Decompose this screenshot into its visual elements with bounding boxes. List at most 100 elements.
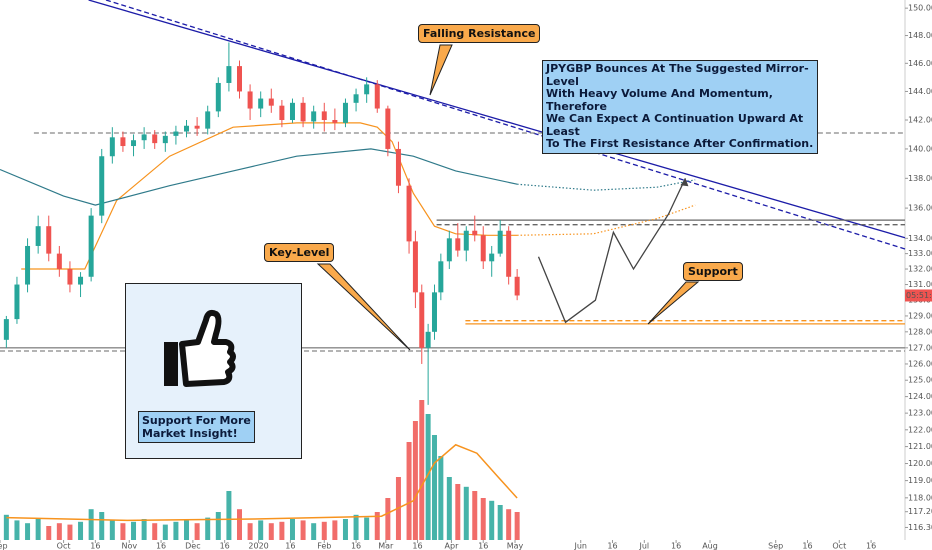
volume-bar xyxy=(35,519,41,540)
y-tick-label: 128.00 xyxy=(908,327,932,336)
y-tick-label: 120.00 xyxy=(908,459,932,468)
y-tick-label: 150.00 xyxy=(908,4,932,13)
volume-bar xyxy=(3,514,9,540)
volume-bar xyxy=(99,512,105,540)
line: With Heavy Volume And Momentum, Therefor… xyxy=(546,87,773,113)
volume-bar xyxy=(236,509,242,540)
candle-body xyxy=(406,185,412,242)
volume-bar xyxy=(438,456,444,540)
pointer xyxy=(647,281,700,325)
candle-body xyxy=(446,238,452,262)
x-tick-label: Nov xyxy=(121,542,137,550)
x-tick-label: Jun xyxy=(573,542,587,550)
volume-bar xyxy=(279,521,285,540)
volume-bar xyxy=(78,521,84,540)
volume-bar xyxy=(109,520,115,540)
x-tick-label: May xyxy=(507,542,524,550)
candle-body xyxy=(431,292,437,332)
y-tick-label: 126.00 xyxy=(908,359,932,368)
volume-bar xyxy=(152,523,158,540)
callout: Key-Level xyxy=(264,243,335,262)
volume-bar xyxy=(120,523,126,540)
line: To The First Resistance After Confirmati… xyxy=(546,137,814,150)
volume-bar xyxy=(342,519,348,540)
volume-bar xyxy=(194,523,200,540)
x-tick-label: 16 xyxy=(156,542,166,550)
volume-bar xyxy=(332,520,338,540)
y-tick-label: 116.30 xyxy=(908,523,932,532)
candle-body xyxy=(99,156,105,216)
candle-body xyxy=(342,102,348,123)
volume-bar xyxy=(455,484,461,540)
volume-bar xyxy=(173,521,179,540)
volume-bar xyxy=(419,400,425,540)
volume-bar xyxy=(311,523,317,540)
candle-body xyxy=(311,111,317,122)
candle-body xyxy=(279,105,285,120)
candle-body xyxy=(364,84,370,95)
y-tick-label: 117.20 xyxy=(908,507,932,516)
volume-bar xyxy=(162,524,168,540)
projection xyxy=(517,204,696,236)
candle-body xyxy=(120,137,126,147)
volume-bar xyxy=(215,512,221,540)
y-tick-label: 125.00 xyxy=(908,376,932,385)
y-tick-label: 133.00 xyxy=(908,249,932,258)
x-tick-label: Dec xyxy=(185,542,200,550)
support-box: Support For More Market Insight! xyxy=(138,411,255,443)
candle-body xyxy=(374,84,380,109)
candle-body xyxy=(88,215,94,277)
volume-bar xyxy=(497,505,503,540)
y-tick-label: 136.00 xyxy=(908,204,932,213)
x-tick-label: 16 xyxy=(607,542,617,550)
volume-bar xyxy=(205,517,211,540)
x-tick-label: 16 xyxy=(802,542,812,550)
y-tick-label: 129.00 xyxy=(908,311,932,320)
description: JPYGBP Bounces At The Suggested Mirror-L… xyxy=(542,60,818,154)
candle-body xyxy=(78,276,84,285)
volume-bar xyxy=(385,498,391,540)
volume-bar xyxy=(364,517,370,540)
volume-bar xyxy=(131,521,137,540)
candle-body xyxy=(131,140,137,147)
candle-body xyxy=(236,66,242,92)
promo-box: Support For More Market Insight! xyxy=(125,283,302,459)
volume-average xyxy=(6,443,518,522)
price-tag xyxy=(905,289,932,302)
volume-bar xyxy=(472,491,478,540)
x-tick-label: Feb xyxy=(317,542,331,550)
y-tick-label: 142.00 xyxy=(908,115,932,124)
volume-bar xyxy=(247,523,253,540)
volume-bar xyxy=(489,500,495,540)
candle-body xyxy=(35,226,41,246)
candle-body xyxy=(3,319,9,340)
x-tick-label: Oct xyxy=(57,542,71,550)
hand xyxy=(179,309,236,387)
volume-bar xyxy=(46,526,52,540)
volume-bar xyxy=(514,512,520,540)
volume-bar xyxy=(321,521,327,540)
candle-body xyxy=(226,66,232,83)
x-tick-label: 16 xyxy=(285,542,295,550)
x-tick-label: 16 xyxy=(220,542,230,550)
candle-body xyxy=(455,238,461,251)
arrow-head xyxy=(680,178,689,187)
y-tick-label: 122.00 xyxy=(908,425,932,434)
callout: Support xyxy=(683,262,743,281)
data-layer xyxy=(0,0,906,540)
level-line xyxy=(105,0,906,250)
candle-body xyxy=(385,108,391,149)
candle-body xyxy=(412,241,418,293)
x-tick-label: Aug xyxy=(702,542,718,550)
volume-bar xyxy=(184,520,190,540)
candle-body xyxy=(258,98,264,109)
volume-bar xyxy=(289,519,295,540)
volume-bar xyxy=(374,512,380,540)
candle-body xyxy=(489,253,495,262)
candle-body xyxy=(56,253,62,270)
x-tick-label: 16 xyxy=(412,542,422,550)
candle-body xyxy=(506,230,512,277)
candle-body xyxy=(300,102,306,122)
